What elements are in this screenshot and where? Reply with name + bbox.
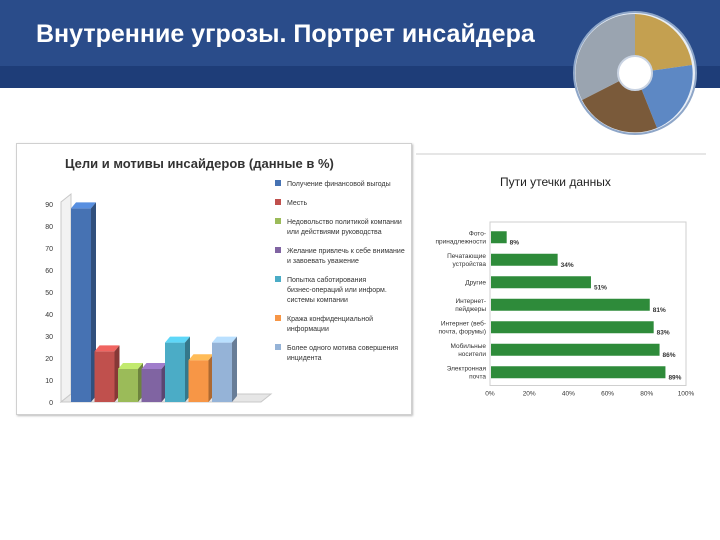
bar [491,253,558,266]
bar-value-label: 34% [561,262,574,269]
bar-top [188,354,214,361]
bar [165,342,185,402]
bar-top [118,363,143,369]
bar [491,343,660,356]
x-tick-label: 100% [678,391,695,398]
bar-value-label: 8% [510,239,520,246]
bar-side [232,336,237,402]
legend-swatch [275,199,281,205]
bar [491,298,650,311]
bar-value-label: 86% [663,352,676,359]
y-tick-label: 70 [45,246,53,253]
bar [141,369,162,402]
x-tick-label: 60% [601,391,614,398]
bar [71,208,91,402]
y-tick-label: 40 [45,312,53,319]
y-tick-label: 20 [45,356,53,363]
category-label: Интернет (веб-почта, форумы) [439,319,487,335]
bar-top [71,202,96,209]
leak-paths-chart: Пути утечки данных Фото-принадлежности 8%… [416,153,706,398]
legend-swatch [275,180,281,186]
x-tick-label: 40% [562,391,575,398]
category-label: Мобильные носители [450,342,486,358]
y-tick-label: 50 [45,290,53,297]
motives-chart: Цели и мотивы инсайдеров (данные в %) 0 1… [45,156,405,407]
emblem-image [573,11,697,135]
side-wall [60,192,72,404]
y-tick-label: 10 [45,378,53,385]
slide-title: Внутренние угрозы. Портрет инсайдера [36,20,535,48]
header-strip [0,66,720,88]
category-label: Другие [465,279,486,286]
category-label: Фото-принадлежности [435,230,486,245]
x-tick-label: 80% [640,391,653,398]
y-tick-label: 60 [45,268,53,275]
bar [491,231,507,244]
bar [118,369,138,402]
y-tick-label: 30 [45,334,53,341]
bar [491,276,591,289]
bar [188,360,209,402]
y-tick-label: 90 [45,202,53,209]
bar-top [165,336,190,343]
legend-swatch [275,247,281,253]
motives-chart-panel: Цели и мотивы инсайдеров (данные в %) 0 1… [16,143,412,415]
legend-swatch [275,276,281,282]
motives-chart-title: Цели и мотивы инсайдеров (данные в %) [65,156,334,171]
legend-entry: Месть [287,200,308,207]
legend-entry: Недовольство политикой компании или дейст… [287,218,402,236]
leak-paths-chart-panel: Пути утечки данных Фото-принадлежности 8%… [416,146,706,406]
legend-entry: Желание привлечь к себе внимание и завоев… [287,247,405,265]
x-tick-label: 20% [523,391,536,398]
leak-chart-title: Пути утечки данных [500,175,611,189]
bar-value-label: 81% [653,307,666,314]
legend-entry: Кража конфиденциальной информации [287,315,373,333]
x-tick-label: 0% [485,391,495,398]
bar [212,342,232,402]
plot-area [489,221,687,386]
bar-top [212,336,237,343]
legend-entry: Более одного мотива совершения инцидента [287,345,398,362]
y-tick-label: 0 [49,400,53,407]
bar-value-label: 51% [594,284,607,291]
legend-swatch [275,315,281,321]
bar-value-label: 83% [657,329,670,336]
bar [94,351,115,402]
legend-entry: Попытка саботирования бизнес-операций или… [287,276,387,304]
category-label: Печатающие устройства [447,253,486,268]
legend-entry: Получение финансовой выгоды [287,180,391,188]
bar-top [94,345,120,352]
category-label: Электронная почта [447,365,487,380]
bar [491,366,666,379]
bar-value-label: 89% [668,374,681,381]
bar-top [141,363,167,369]
category-label: Интернет-пейджеры [455,298,486,313]
y-tick-label: 80 [45,224,53,231]
bar [491,321,654,334]
legend-swatch [275,218,281,224]
legend-swatch [275,344,281,350]
